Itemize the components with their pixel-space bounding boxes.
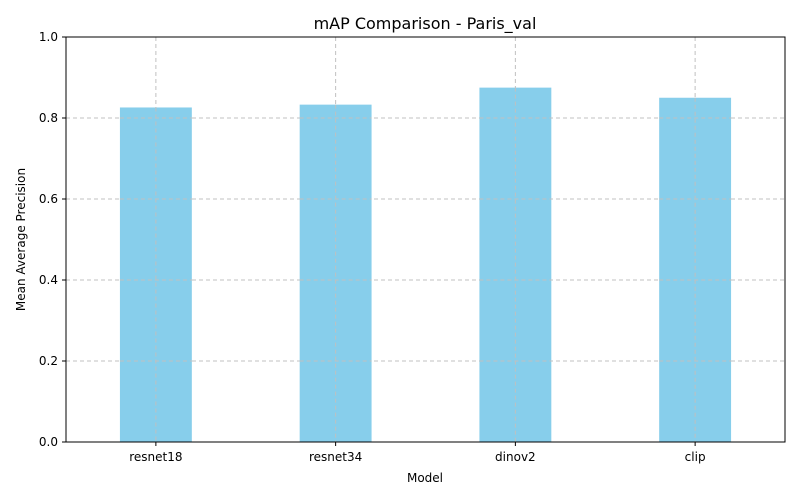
bars <box>119 87 732 442</box>
y-axis-ticks: 0.0 0.2 0.4 0.6 0.8 1.0 <box>39 30 66 449</box>
x-tick-label: resnet18 <box>129 450 182 464</box>
chart-title: mAP Comparison - Paris_val <box>314 14 537 34</box>
x-axis-ticks: resnet18 resnet34 dinov2 clip <box>129 442 706 464</box>
y-tick-label: 0.8 <box>39 111 58 125</box>
x-tick-label: resnet34 <box>309 450 362 464</box>
y-axis-label: Mean Average Precision <box>14 168 28 311</box>
y-tick-label: 0.6 <box>39 192 58 206</box>
y-tick-label: 0.2 <box>39 354 58 368</box>
y-tick-label: 0.4 <box>39 273 58 287</box>
y-tick-label: 0.0 <box>39 435 58 449</box>
plot-frame <box>65 36 786 443</box>
x-axis-label: Model <box>407 471 443 485</box>
x-tick-label: dinov2 <box>495 450 536 464</box>
x-tick-label: clip <box>685 450 706 464</box>
y-tick-label: 1.0 <box>39 30 58 44</box>
bar-resnet18 <box>119 107 192 442</box>
